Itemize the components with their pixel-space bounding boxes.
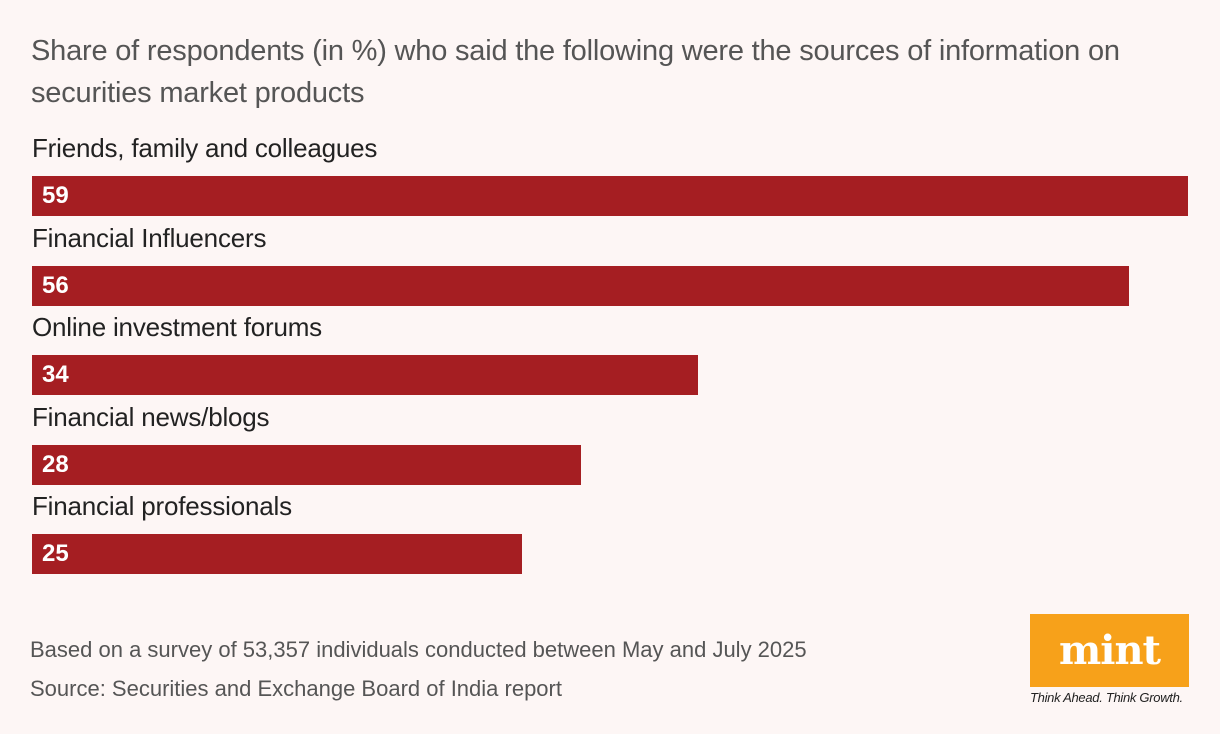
bar: 28 — [32, 444, 581, 485]
data-label: 28 — [42, 450, 69, 478]
category-label: Financial news/blogs — [32, 401, 270, 432]
bar: 25 — [32, 534, 522, 574]
bar: 34 — [32, 355, 699, 395]
source-note: Source: Securities and Exchange Board of… — [30, 676, 562, 701]
data-label: 34 — [42, 361, 69, 388]
mint-logo: mint — [1030, 614, 1189, 687]
category-label: Financial Influencers — [32, 222, 267, 253]
category-label: Online investment forums — [32, 312, 322, 342]
category-label: Friends, family and colleagues — [32, 133, 378, 163]
survey-note: Based on a survey of 53,357 individuals … — [30, 637, 807, 662]
logo-text: mint — [1058, 627, 1161, 674]
data-label: 56 — [42, 271, 69, 299]
bar: 56 — [32, 265, 1130, 306]
data-label: 59 — [42, 182, 69, 209]
chart-title: Share of respondents (in %) who said the… — [31, 35, 1120, 109]
data-label: 25 — [42, 540, 69, 567]
logo-tagline: Think Ahead. Think Growth. — [1030, 690, 1183, 705]
bar: 59 — [32, 176, 1188, 216]
category-label: Financial professionals — [32, 491, 292, 521]
